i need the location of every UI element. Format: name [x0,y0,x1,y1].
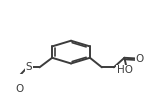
Text: O: O [136,53,144,64]
Text: HO: HO [117,65,133,75]
Text: S: S [26,62,32,72]
Text: O: O [15,84,23,94]
